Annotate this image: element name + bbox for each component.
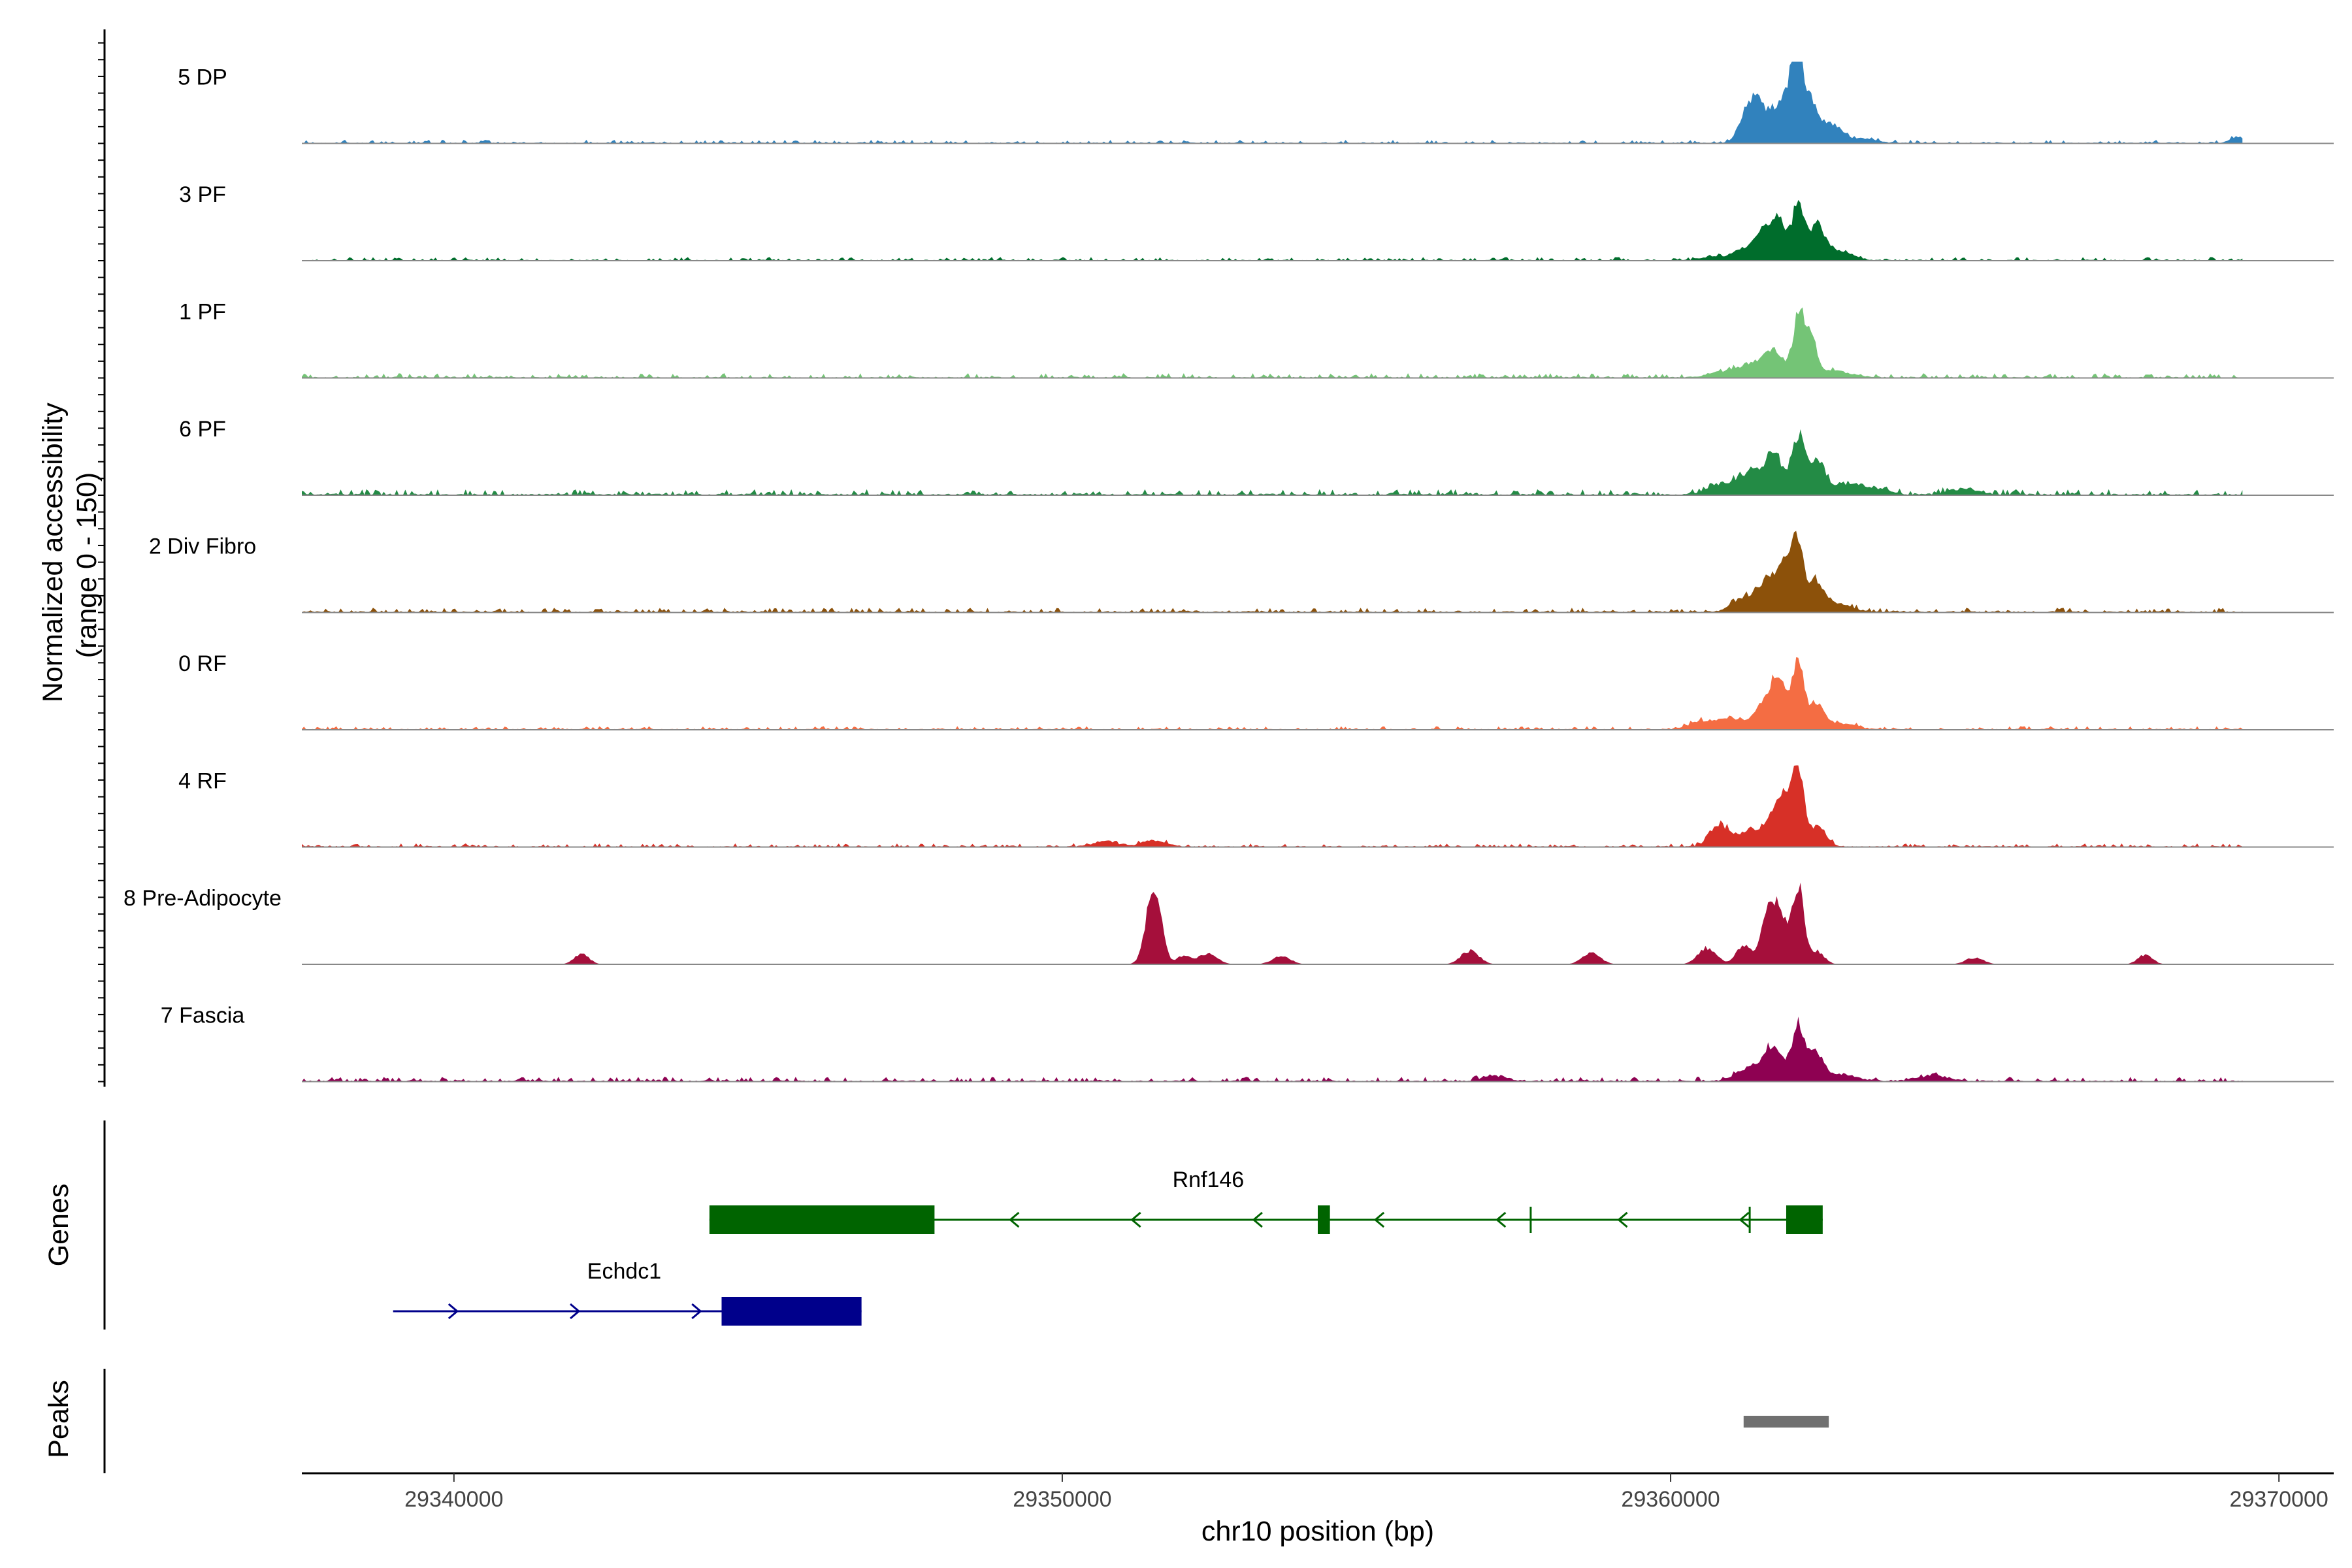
strand-arrow xyxy=(1252,1211,1263,1228)
track-label: 4 RF xyxy=(178,769,227,794)
gene-echdc1: Echdc1 xyxy=(393,1259,862,1326)
coverage-area xyxy=(302,200,2243,261)
track-8-pre-adipocyte xyxy=(302,883,2334,965)
strand-arrow xyxy=(1617,1211,1628,1228)
y-axis-title: Normalized accessibility (range 0 - 150) xyxy=(36,402,108,702)
coverage-area xyxy=(302,765,2243,847)
coverage-area xyxy=(302,531,2243,613)
track-label: 0 RF xyxy=(178,651,227,676)
gene-panel: Rnf146 Echdc1 xyxy=(393,1168,1823,1326)
track-label: 2 Div Fibro xyxy=(149,534,256,559)
peak-region xyxy=(1743,1416,1829,1428)
track-label: 1 PF xyxy=(179,300,226,325)
track-labels: 5 DP 3 PF 1 PF 6 PF 2 Div Fibro 0 RF 4 RF 8 Pre… xyxy=(123,65,282,1028)
y-axis-title-range: (range 0 - 150) xyxy=(71,472,103,659)
gene-exon xyxy=(709,1205,935,1234)
track-4-rf xyxy=(302,765,2334,848)
x-tick-label: 29350000 xyxy=(1013,1487,1111,1512)
gene-exon xyxy=(721,1297,862,1326)
gene-label: Rnf146 xyxy=(1173,1168,1245,1192)
track-label: 5 DP xyxy=(178,65,227,90)
track-7-fascia xyxy=(302,1017,2334,1083)
coverage-area xyxy=(302,1017,2243,1082)
coverage-area xyxy=(302,883,2243,964)
coverage-area xyxy=(302,657,2243,730)
coverage-area xyxy=(302,61,2243,144)
track-1-pf xyxy=(302,307,2334,379)
gene-exon xyxy=(1786,1205,1823,1234)
coverage-area xyxy=(302,307,2243,378)
x-tick-label: 29370000 xyxy=(2230,1487,2328,1512)
strand-arrow xyxy=(691,1303,702,1320)
peak-panel xyxy=(1743,1416,1829,1428)
strand-arrow xyxy=(1495,1211,1507,1228)
x-tick-label: 29340000 xyxy=(404,1487,503,1512)
coverage-tracks xyxy=(302,61,2334,1083)
x-tick-label: 29360000 xyxy=(1621,1487,1720,1512)
strand-arrow xyxy=(1130,1211,1141,1228)
strand-arrow xyxy=(1373,1211,1385,1228)
y-axis-title-main: Normalized accessibility xyxy=(37,402,69,702)
gene-exon xyxy=(1318,1205,1330,1234)
track-label: 3 PF xyxy=(179,182,226,207)
strand-arrow xyxy=(448,1303,459,1320)
track-label: 6 PF xyxy=(179,417,226,442)
strand-arrow xyxy=(1739,1211,1750,1228)
track-label: 7 Fascia xyxy=(161,1004,245,1028)
coverage-area xyxy=(302,429,2243,495)
track-label: 8 Pre-Adipocyte xyxy=(123,886,282,911)
track-2-div-fibro xyxy=(302,531,2334,613)
gene-label: Echdc1 xyxy=(587,1259,661,1284)
strand-arrow xyxy=(570,1303,581,1320)
axes: 29340000 29350000 29360000 29370000 xyxy=(98,29,2334,1512)
gene-rnf146: Rnf146 xyxy=(709,1168,1823,1234)
track-6-pf xyxy=(302,429,2334,496)
genes-panel-title: Genes xyxy=(43,1183,74,1267)
peaks-panel-title: Peaks xyxy=(43,1380,74,1458)
track-0-rf xyxy=(302,657,2334,730)
track-3-pf xyxy=(302,200,2334,261)
x-axis-title: chr10 position (bp) xyxy=(1201,1516,1434,1547)
strand-arrow xyxy=(1009,1211,1020,1228)
track-5-dp xyxy=(302,61,2334,144)
